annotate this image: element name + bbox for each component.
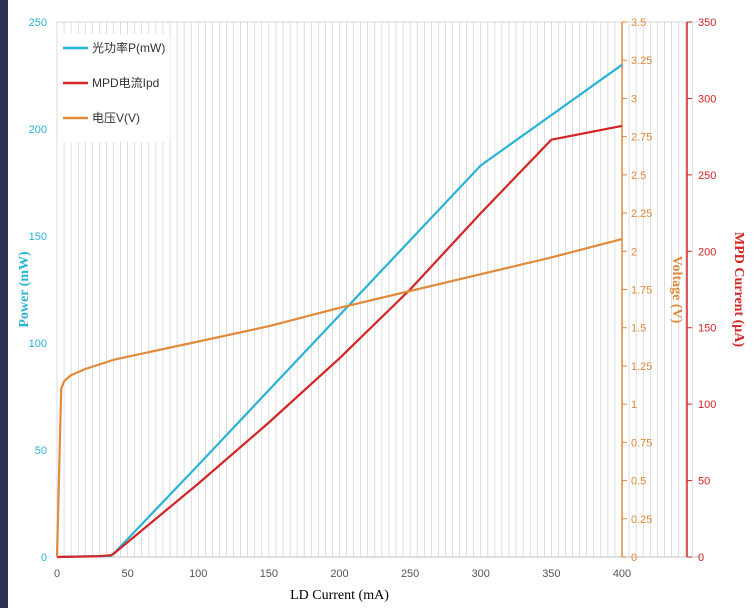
mpd-tick-label: 300 — [698, 93, 716, 105]
power-tick-label: 250 — [29, 17, 47, 29]
voltage-tick-label: 0.75 — [631, 437, 652, 449]
voltage-tick-label: 0.25 — [631, 514, 652, 526]
x-tick-label: 50 — [122, 568, 134, 580]
power-tick-label: 50 — [35, 445, 47, 457]
voltage-tick-label: 1.75 — [631, 285, 652, 297]
chart-series-lines — [55, 63, 623, 559]
mpd-tick-label: 50 — [698, 476, 710, 488]
x-axis-title: LD Current (mA) — [290, 588, 389, 603]
voltage-series-line — [55, 238, 623, 558]
legend-label: 电压V(V) — [92, 111, 140, 125]
voltage-tick-label: 2.75 — [631, 132, 652, 144]
x-tick-label: 350 — [542, 568, 560, 580]
x-tick-label: 400 — [613, 568, 631, 580]
legend-background — [58, 34, 170, 142]
voltage-axis-title: Voltage (V) — [669, 256, 684, 324]
mpd-tick-label: 0 — [698, 552, 704, 564]
voltage-tick-label: 0.5 — [631, 476, 646, 488]
mpd-tick-label: 100 — [698, 399, 716, 411]
mpd-tick-label: 350 — [698, 17, 716, 29]
mpd-axis-title: MPD Current (μA) — [731, 232, 746, 347]
x-tick-label: 200 — [330, 568, 348, 580]
x-tick-label: 100 — [189, 568, 207, 580]
legend-label: 光功率P(mW) — [92, 40, 165, 55]
power-tick-label: 100 — [29, 338, 47, 350]
mpd-series-line — [56, 124, 623, 559]
x-tick-label: 300 — [472, 568, 490, 580]
voltage-tick-label: 3.25 — [631, 55, 652, 67]
x-tick-label: 0 — [54, 568, 60, 580]
legend-label: MPD电流Ipd — [92, 76, 159, 90]
voltage-tick-label: 3.5 — [631, 17, 646, 29]
voltage-tick-label: 2.5 — [631, 170, 646, 182]
mpd-tick-label: 200 — [698, 246, 716, 258]
voltage-tick-label: 1.25 — [631, 361, 652, 373]
voltage-tick-label: 3 — [631, 93, 637, 105]
x-tick-label: 150 — [260, 568, 278, 580]
voltage-tick-label: 1.5 — [631, 323, 646, 335]
voltage-tick-label: 2 — [631, 246, 637, 258]
power-tick-label: 150 — [29, 231, 47, 243]
chart-legend: 光功率P(mW) MPD电流Ipd 电压V(V) — [58, 34, 170, 142]
x-tick-label: 250 — [401, 568, 419, 580]
mpd-tick-label: 150 — [698, 323, 716, 335]
mpd-tick-label: 250 — [698, 170, 716, 182]
power-tick-label: 200 — [29, 124, 47, 136]
window-left-edge — [0, 0, 8, 608]
voltage-tick-label: 0 — [631, 552, 637, 564]
voltage-tick-label: 2.25 — [631, 208, 652, 220]
power-axis-title: Power (mW) — [17, 251, 32, 328]
voltage-tick-label: 1 — [631, 399, 637, 411]
power-tick-label: 0 — [41, 552, 47, 564]
